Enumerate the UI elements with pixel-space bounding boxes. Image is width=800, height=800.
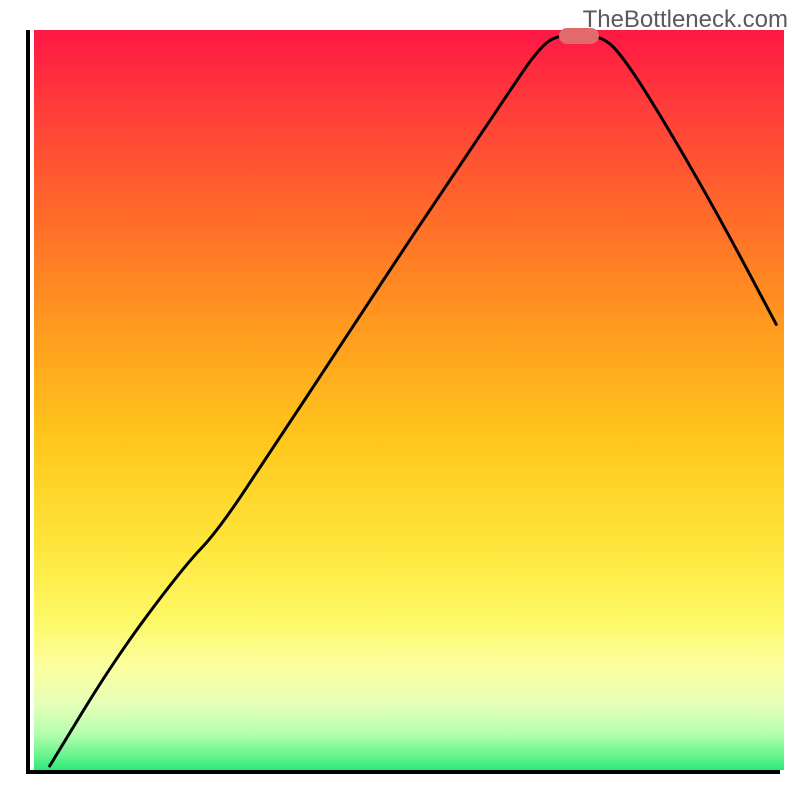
plot-area <box>26 30 780 774</box>
bottleneck-curve <box>30 30 780 770</box>
watermark-text: TheBottleneck.com <box>583 6 788 34</box>
